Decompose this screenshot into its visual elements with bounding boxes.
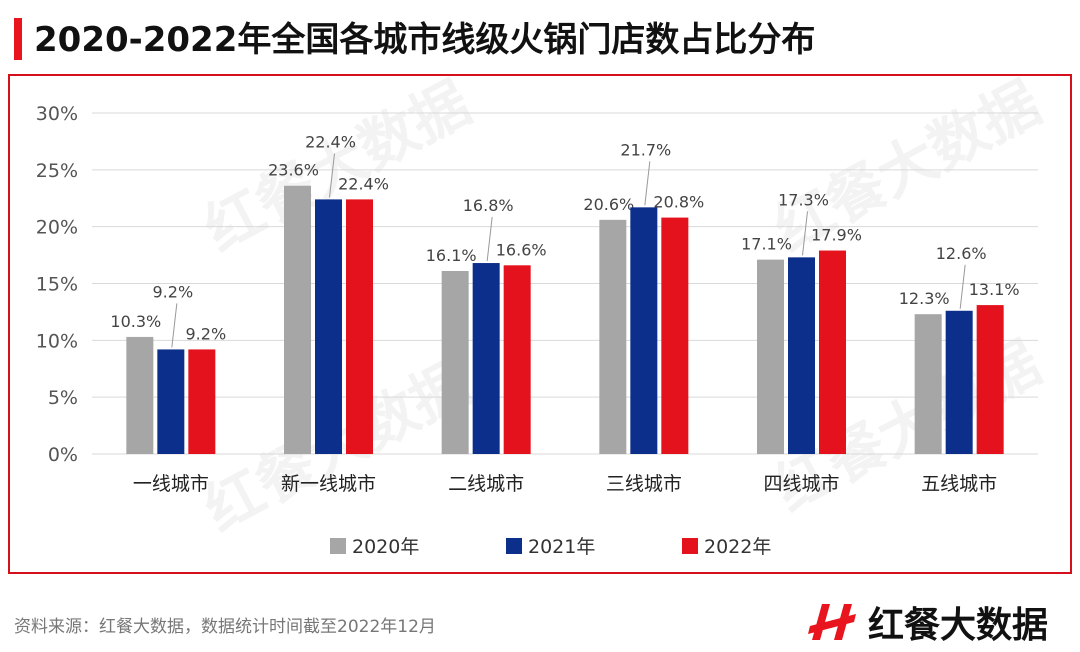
brand-logo: 红餐大数据 (808, 596, 1048, 648)
y-tick-label: 25% (36, 160, 78, 182)
x-category-label: 一线城市 (133, 473, 209, 495)
data-label: 23.6% (268, 161, 319, 180)
bar (503, 265, 531, 454)
bar (661, 217, 689, 454)
x-category-label: 三线城市 (606, 473, 682, 495)
y-tick-label: 30% (36, 103, 78, 125)
chart-frame (8, 74, 1072, 574)
brand-logo-icon (808, 604, 856, 640)
leader-line (959, 264, 966, 309)
x-category-label: 四线城市 (763, 473, 839, 495)
data-label: 12.3% (899, 289, 950, 308)
data-label: 9.2% (186, 324, 227, 343)
leader-line (171, 303, 178, 348)
bar (284, 185, 311, 454)
y-tick-label: 15% (36, 274, 78, 296)
bar (599, 219, 627, 454)
legend-label: 2021年 (528, 536, 595, 558)
data-label: 16.8% (463, 196, 514, 215)
bar (472, 263, 500, 454)
legend-swatch (330, 538, 346, 554)
data-label: 16.6% (496, 240, 547, 259)
data-label: 9.2% (153, 282, 194, 301)
data-label: 22.4% (338, 174, 389, 193)
bar (914, 314, 942, 454)
legend-label: 2020年 (352, 536, 419, 558)
y-tick-label: 5% (48, 387, 78, 409)
data-label: 22.4% (305, 132, 356, 151)
x-category-label: 新一线城市 (281, 473, 376, 495)
y-tick-label: 0% (48, 444, 78, 466)
legend-swatch (506, 538, 522, 554)
bar (788, 257, 815, 454)
y-tick-label: 20% (36, 217, 78, 239)
leader-line (486, 216, 493, 262)
page-title: 2020-2022年全国各城市线级火锅门店数占比分布 (34, 20, 816, 60)
x-category-label: 二线城市 (448, 473, 524, 495)
data-label: 20.8% (653, 193, 704, 212)
legend-label: 2022年 (704, 536, 771, 558)
data-label: 17.1% (741, 235, 792, 254)
title-accent-bar (14, 18, 22, 60)
bar (630, 207, 658, 454)
bar (126, 336, 154, 454)
bar (819, 250, 846, 454)
brand-name: 红餐大数据 (868, 605, 1049, 646)
bar (188, 349, 216, 454)
data-label: 16.1% (426, 246, 477, 265)
x-category-label: 五线城市 (921, 473, 997, 495)
bar (441, 270, 469, 454)
source-note: 资料来源：红餐大数据，数据统计时间截至2022年12月 (14, 617, 436, 637)
data-label: 17.3% (778, 190, 829, 209)
data-label: 21.7% (620, 140, 671, 159)
leader-line (802, 211, 808, 256)
bar (945, 310, 973, 454)
bar (757, 259, 784, 454)
data-label: 13.1% (969, 280, 1020, 299)
data-label: 20.6% (583, 195, 634, 214)
legend-swatch (682, 538, 698, 554)
y-tick-label: 10% (36, 330, 78, 352)
bar (315, 199, 342, 454)
leader-line (644, 161, 651, 206)
data-label: 12.6% (936, 244, 987, 263)
leader-line (329, 153, 335, 198)
data-label: 10.3% (110, 312, 161, 331)
bar (346, 199, 373, 454)
data-label: 17.9% (811, 226, 862, 245)
bar (976, 305, 1004, 454)
bar (157, 349, 185, 454)
